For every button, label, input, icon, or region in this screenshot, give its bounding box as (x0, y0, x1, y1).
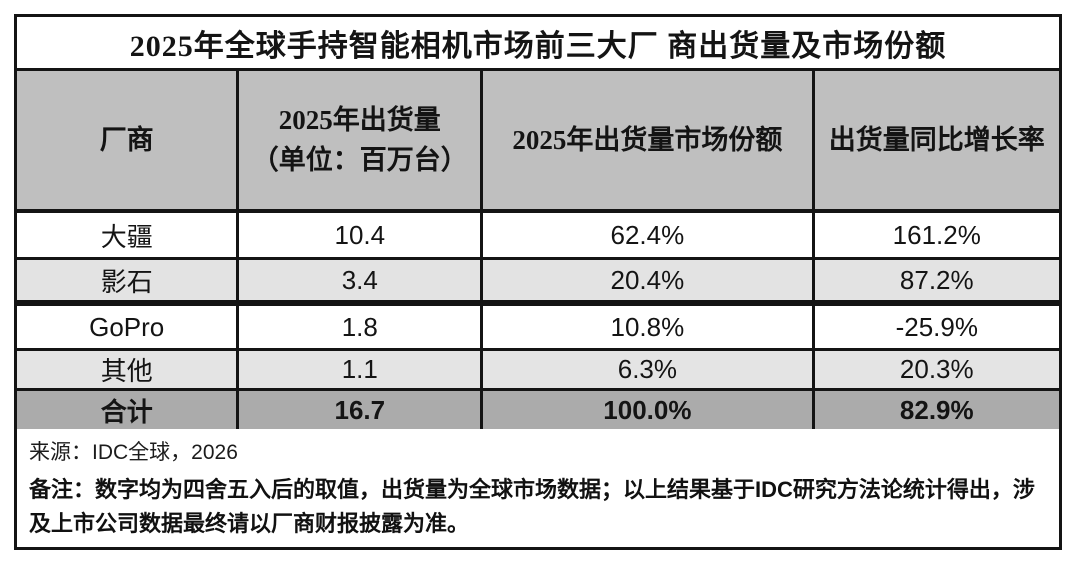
column-header-yoy: 出货量同比增长率 (811, 69, 1061, 213)
cell-yoy: -25.9% (811, 301, 1061, 351)
table-frame: 2025年全球手持智能相机市场前三大厂 商出货量及市场份额 厂商 2025年出货… (14, 14, 1062, 550)
cell-shipments: 10.4 (236, 209, 484, 260)
cell-yoy: 161.2% (811, 209, 1061, 260)
table-header-row: 厂商 2025年出货量 （单位：百万台） 2025年出货量市场份额 出货量同比增… (15, 69, 1061, 213)
cell-share: 100.0% (480, 388, 815, 431)
cell-vendor: 其他 (15, 348, 240, 391)
table-row: 大疆 10.4 62.4% 161.2% (15, 209, 1061, 260)
cell-share: 62.4% (480, 209, 815, 260)
cell-share: 10.8% (480, 301, 815, 351)
column-header-vendor: 厂商 (15, 69, 240, 213)
market-share-table: 厂商 2025年出货量 （单位：百万台） 2025年出货量市场份额 出货量同比增… (15, 69, 1061, 431)
table-row: 影石 3.4 20.4% 87.2% (15, 257, 1061, 306)
table-row: 其他 1.1 6.3% 20.3% (15, 348, 1061, 391)
page-title: 2025年全球手持智能相机市场前三大厂 商出货量及市场份额 (17, 17, 1059, 71)
cell-share: 6.3% (480, 348, 815, 391)
cell-vendor: 合计 (15, 388, 240, 431)
cell-shipments: 3.4 (236, 257, 484, 306)
column-header-share: 2025年出货量市场份额 (480, 69, 815, 213)
table-row: GoPro 1.8 10.8% -25.9% (15, 301, 1061, 351)
cell-shipments: 16.7 (236, 388, 484, 431)
cell-yoy: 20.3% (811, 348, 1061, 391)
cell-shipments: 1.1 (236, 348, 484, 391)
note-text: 备注：数字均为四舍五入后的取值，出货量为全球市场数据；以上结果基于IDC研究方法… (29, 477, 1035, 537)
cell-shipments: 1.8 (236, 301, 484, 351)
cell-yoy: 82.9% (811, 388, 1061, 431)
cell-vendor: 影石 (15, 257, 240, 306)
cell-share: 20.4% (480, 257, 815, 306)
column-header-shipments: 2025年出货量 （单位：百万台） (236, 69, 484, 213)
source-text: 来源：IDC全球，2026 (29, 441, 238, 464)
cell-vendor: 大疆 (15, 209, 240, 260)
cell-yoy: 87.2% (811, 257, 1061, 306)
cell-vendor: GoPro (15, 301, 240, 351)
table-row-total: 合计 16.7 100.0% 82.9% (15, 388, 1061, 431)
table-footer: 来源：IDC全球，2026 备注：数字均为四舍五入后的取值，出货量为全球市场数据… (17, 429, 1059, 547)
